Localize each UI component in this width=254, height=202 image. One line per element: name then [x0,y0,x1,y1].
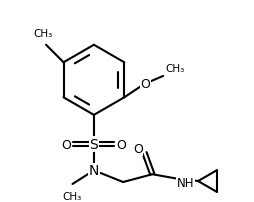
Text: CH₃: CH₃ [62,191,81,201]
Text: O: O [140,78,150,91]
Text: N: N [88,164,99,178]
Text: NH: NH [176,176,193,189]
Text: S: S [89,137,98,151]
Text: O: O [61,138,71,151]
Text: CH₃: CH₃ [33,29,53,39]
Text: CH₃: CH₃ [165,64,184,74]
Text: O: O [116,138,126,151]
Text: O: O [132,143,142,156]
